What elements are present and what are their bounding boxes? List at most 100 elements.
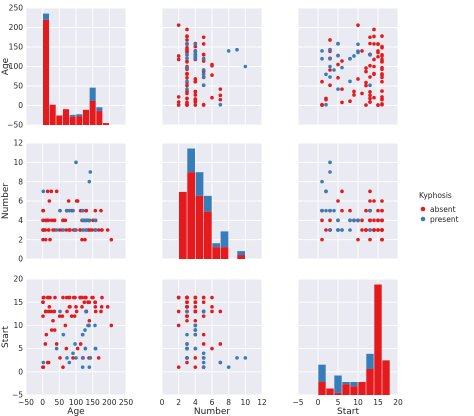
point-absent	[52, 218, 57, 223]
point-absent	[82, 300, 87, 305]
y-tick-label: 0	[18, 255, 23, 264]
point-absent	[364, 208, 368, 213]
point-present	[201, 351, 206, 356]
x-tick-label: −5	[292, 398, 303, 407]
panel-grid	[25, 7, 399, 396]
point-absent	[105, 228, 110, 232]
point-present	[328, 160, 332, 165]
y-axis-label-number: Number	[1, 183, 11, 219]
x-tick-label: 8	[226, 398, 231, 407]
point-absent	[66, 199, 71, 203]
point-absent	[356, 237, 360, 242]
point-absent	[41, 228, 46, 232]
point-present	[356, 218, 360, 223]
point-present	[328, 75, 332, 79]
point-present	[41, 360, 46, 365]
point-present	[340, 228, 344, 232]
point-absent	[210, 346, 214, 351]
point-present	[83, 218, 87, 223]
point-present	[80, 365, 85, 369]
point-absent	[43, 237, 48, 242]
point-absent	[376, 103, 380, 107]
hist-bar-absent	[49, 104, 56, 125]
hist-bar-absent	[374, 284, 382, 395]
point-absent	[99, 309, 103, 314]
point-present	[41, 189, 46, 194]
point-absent	[380, 44, 384, 49]
point-present	[235, 356, 239, 360]
point-present	[201, 68, 206, 72]
point-absent	[368, 41, 372, 46]
point-present	[93, 323, 97, 328]
point-absent	[93, 208, 98, 213]
point-absent	[364, 83, 368, 88]
point-absent	[364, 66, 368, 70]
point-absent	[54, 189, 59, 194]
point-present	[80, 208, 85, 213]
point-absent	[380, 54, 384, 58]
point-present	[320, 49, 324, 53]
point-absent	[185, 360, 189, 365]
point-absent	[176, 54, 181, 58]
point-absent	[74, 305, 78, 309]
point-absent	[356, 23, 360, 27]
point-absent	[47, 199, 52, 203]
point-absent	[57, 228, 62, 232]
hist-bar-absent	[82, 109, 90, 125]
point-absent	[193, 93, 198, 97]
point-absent	[41, 314, 45, 318]
point-absent	[372, 228, 376, 232]
point-absent	[372, 72, 376, 77]
x-tick-label: 20	[393, 398, 403, 407]
point-absent	[193, 89, 198, 94]
y-tick-label: 100	[9, 62, 24, 71]
point-present	[84, 228, 88, 232]
point-absent	[348, 208, 352, 213]
point-present	[235, 47, 239, 52]
point-absent	[185, 34, 189, 38]
point-absent	[328, 38, 332, 42]
point-absent	[201, 102, 206, 107]
x-axis-label-number: Number	[194, 407, 230, 416]
point-absent	[210, 309, 214, 314]
point-absent	[46, 309, 51, 314]
point-absent	[84, 208, 88, 213]
point-absent	[93, 300, 97, 305]
y-tick-label: 4	[18, 216, 23, 225]
point-present	[201, 83, 206, 88]
point-absent	[352, 89, 356, 94]
point-absent	[96, 356, 101, 360]
hist-bar-absent	[76, 116, 83, 125]
point-absent	[44, 218, 49, 223]
point-present	[71, 351, 75, 356]
point-present	[193, 56, 198, 61]
point-absent	[380, 65, 384, 70]
point-absent	[46, 228, 51, 232]
point-present	[73, 342, 77, 346]
point-absent	[201, 314, 206, 318]
x-tick-label: 15	[373, 398, 383, 407]
point-present	[328, 228, 332, 232]
point-absent	[320, 102, 324, 107]
point-absent	[51, 228, 55, 232]
hist-bar-absent	[69, 116, 76, 125]
hist-bar-present	[89, 87, 96, 101]
point-absent	[93, 305, 98, 309]
hist-bar-present	[187, 148, 196, 173]
point-absent	[185, 96, 189, 101]
point-present	[348, 218, 352, 223]
hist-bar-absent	[42, 19, 50, 126]
point-present	[328, 208, 332, 213]
point-absent	[49, 189, 54, 194]
point-present	[185, 342, 189, 346]
point-absent	[99, 305, 104, 309]
point-present	[201, 309, 206, 314]
point-absent	[193, 295, 198, 300]
point-absent	[193, 318, 198, 323]
point-absent	[364, 228, 368, 232]
x-tick-label: 0	[316, 398, 321, 407]
y-tick-label: −5	[12, 391, 23, 400]
point-absent	[176, 95, 181, 99]
point-present	[193, 42, 198, 47]
panel-age-vs-number	[161, 7, 263, 126]
